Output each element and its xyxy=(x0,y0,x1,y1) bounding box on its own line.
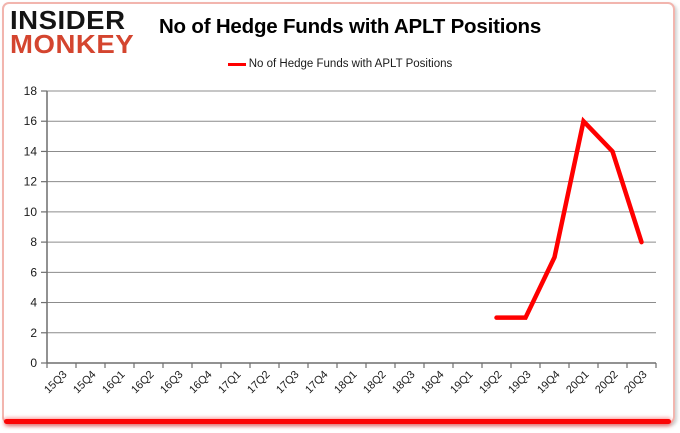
x-axis-label: 15Q3 xyxy=(42,369,70,397)
y-axis-label: 18 xyxy=(24,84,38,98)
x-axis-label: 17Q2 xyxy=(245,369,273,397)
x-axis-label: 18Q3 xyxy=(390,369,418,397)
x-axis-label: 19Q1 xyxy=(448,369,476,397)
logo-word-insider: INSIDER xyxy=(10,5,126,35)
y-axis-label: 0 xyxy=(30,356,37,370)
legend-line-icon xyxy=(227,62,246,66)
chart-title: No of Hedge Funds with APLT Positions xyxy=(158,15,542,38)
x-axis-label: 18Q1 xyxy=(332,369,360,397)
y-axis-label: 6 xyxy=(30,265,37,279)
x-axis-label: 16Q1 xyxy=(100,369,128,397)
series-line xyxy=(494,116,644,320)
chart-legend: No of Hedge Funds with APLT Positions xyxy=(0,58,680,70)
x-axis-label: 18Q4 xyxy=(419,369,447,397)
y-axis-label: 4 xyxy=(30,296,37,310)
x-axis-label: 20Q1 xyxy=(564,369,592,397)
x-axis-label: 20Q2 xyxy=(593,369,621,397)
x-axis-label: 20Q3 xyxy=(622,369,650,397)
y-axis-label: 10 xyxy=(24,205,38,219)
x-axis-label: 17Q1 xyxy=(216,369,244,397)
x-axis-label: 18Q2 xyxy=(361,369,389,397)
y-axis-label: 14 xyxy=(24,144,38,158)
legend-series-label: No of Hedge Funds with APLT Positions xyxy=(248,58,453,70)
x-axis-label: 15Q4 xyxy=(71,369,99,397)
x-axis-label: 19Q2 xyxy=(477,369,505,397)
x-axis-label: 16Q3 xyxy=(158,369,186,397)
x-axis-label: 19Q4 xyxy=(535,369,563,397)
y-axis-label: 8 xyxy=(30,235,37,249)
bottom-accent-bar xyxy=(4,419,671,424)
x-axis-label: 16Q4 xyxy=(187,369,215,397)
y-axis-label: 2 xyxy=(30,326,37,340)
x-axis-label: 19Q3 xyxy=(506,369,534,397)
x-axis-label: 17Q3 xyxy=(274,369,302,397)
x-axis-label: 16Q2 xyxy=(129,369,157,397)
y-axis-label: 16 xyxy=(24,114,38,128)
y-axis-label: 12 xyxy=(24,175,38,189)
x-axis-label: 17Q4 xyxy=(303,369,331,397)
logo-word-monkey: MONKEY xyxy=(10,29,135,60)
insider-monkey-logo: INSIDER MONKEY xyxy=(10,5,135,60)
